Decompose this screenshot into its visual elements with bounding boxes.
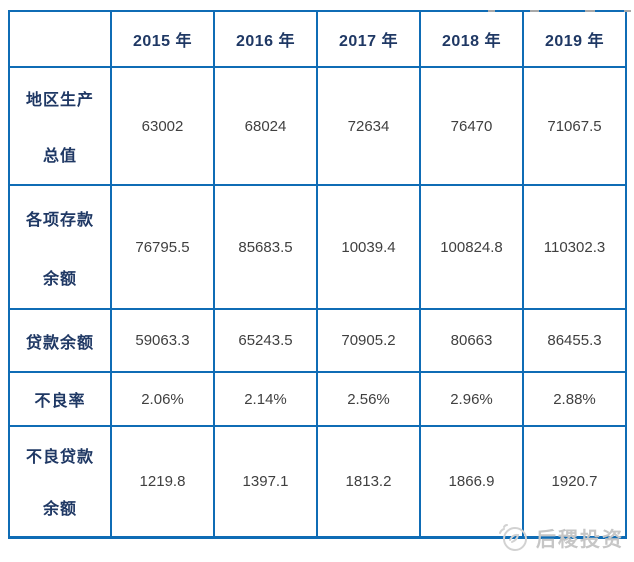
table-cell: 59063.3 [110,308,215,373]
table-row-npl-ratio: 不良率 2.06% 2.14% 2.56% 2.96% 2.88% [8,371,627,427]
table-cell: 86455.3 [522,308,627,373]
table-cell: 1920.7 [522,425,627,539]
table-cell: 68024 [213,66,318,186]
table-row-gdp: 地区生产 总值 63002 68024 72634 76470 71067.5 [8,66,627,186]
row-label-line: 不良贷款 [25,449,94,467]
table-cell: 63002 [110,66,215,186]
cropped-text-remnant [530,10,539,12]
table-cell: 100824.8 [419,184,524,310]
table-cell: 72634 [316,66,421,186]
table-cell: 76795.5 [110,184,215,310]
cropped-text-remnant [585,10,595,12]
table-cell: 2.14% [213,371,318,427]
financial-data-table: 2015 年 2016 年 2017 年 2018 年 2019 年 地区生产 … [8,10,627,539]
row-label-deposits: 各项存款 余额 [8,184,112,310]
column-header-2018: 2018 年 [419,10,524,68]
table-cell: 1866.9 [419,425,524,539]
row-label-line: 余额 [42,270,77,288]
table-row-npl-balance: 不良贷款 余额 1219.8 1397.1 1813.2 1866.9 1920… [8,425,627,539]
row-label-line: 余额 [42,501,77,519]
row-label-npl-ratio: 不良率 [8,371,112,427]
table-cell: 1219.8 [110,425,215,539]
column-header-2015: 2015 年 [110,10,215,68]
row-label-loans: 贷款余额 [8,308,112,373]
column-header-2017: 2017 年 [316,10,421,68]
table-cell: 2.06% [110,371,215,427]
table-cell: 65243.5 [213,308,318,373]
table-cell: 2.88% [522,371,627,427]
cropped-text-remnant [488,10,495,12]
column-header-2019: 2019 年 [522,10,627,68]
header-row: 2015 年 2016 年 2017 年 2018 年 2019 年 [8,10,627,68]
table-cell: 85683.5 [213,184,318,310]
row-label-line: 地区生产 [25,92,94,109]
table-cell: 76470 [419,66,524,186]
table-cell: 110302.3 [522,184,627,310]
row-label-line: 各项存款 [25,211,94,229]
table-cell: 80663 [419,308,524,373]
cropped-text-remnant [624,10,631,12]
corner-cell [8,10,112,68]
table-row-deposits: 各项存款 余额 76795.5 85683.5 10039.4 100824.8… [8,184,627,310]
table-cell: 10039.4 [316,184,421,310]
row-label-gdp: 地区生产 总值 [8,66,112,186]
table-row-loans: 贷款余额 59063.3 65243.5 70905.2 80663 86455… [8,308,627,373]
table-cell: 1813.2 [316,425,421,539]
table-cell: 1397.1 [213,425,318,539]
row-label-line: 总值 [42,148,77,165]
table-cell: 71067.5 [522,66,627,186]
column-header-2016: 2016 年 [213,10,318,68]
table-cell: 2.56% [316,371,421,427]
row-label-npl-balance: 不良贷款 余额 [8,425,112,539]
table-cell: 70905.2 [316,308,421,373]
table-cell: 2.96% [419,371,524,427]
